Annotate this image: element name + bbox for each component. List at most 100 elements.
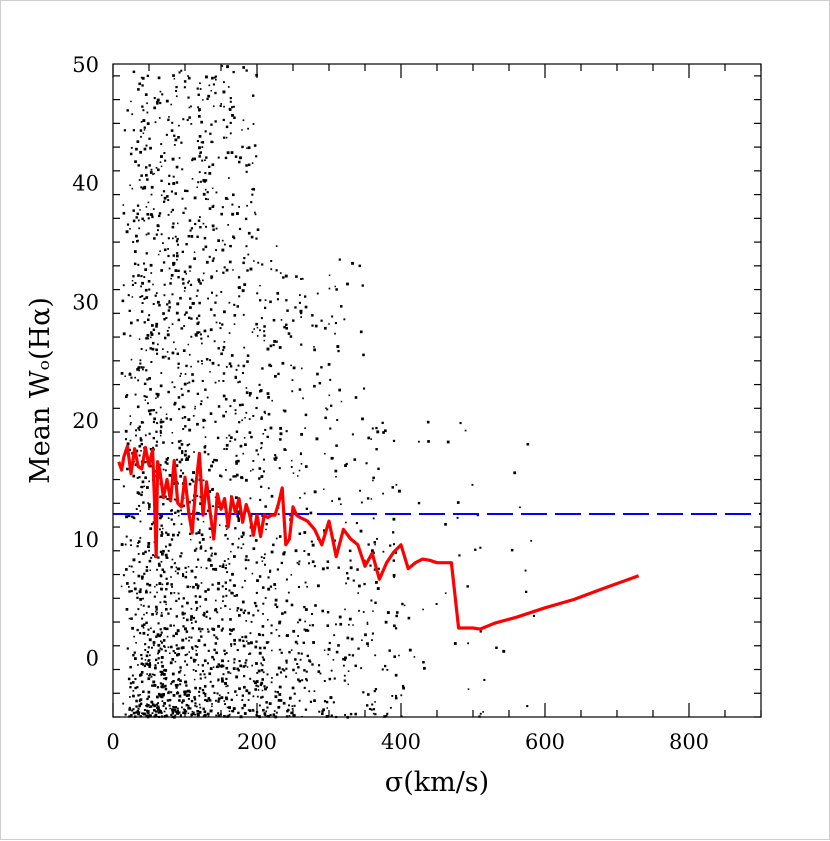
scatter-point: [137, 239, 139, 242]
scatter-point: [324, 452, 326, 455]
scatter-point: [348, 617, 352, 621]
scatter-point: [212, 568, 215, 571]
scatter-point: [245, 478, 248, 482]
scatter-point: [133, 517, 136, 520]
scatter-point: [229, 440, 232, 443]
scatter-point: [165, 588, 168, 591]
scatter-point: [187, 697, 190, 700]
scatter-point: [258, 651, 262, 655]
scatter-point: [161, 664, 164, 668]
scatter-point: [244, 567, 247, 570]
scatter-point: [147, 318, 150, 321]
scatter-point: [179, 474, 183, 478]
scatter-point: [188, 265, 192, 269]
scatter-point: [124, 543, 127, 546]
scatter-point: [191, 646, 194, 649]
scatter-point: [160, 233, 163, 236]
scatter-point: [175, 181, 179, 184]
scatter-point: [275, 245, 278, 247]
scatter-point: [166, 635, 169, 638]
scatter-point: [312, 641, 315, 644]
scatter-point: [177, 318, 181, 322]
scatter-point: [183, 453, 187, 457]
scatter-point: [140, 671, 144, 674]
scatter-point: [165, 603, 167, 606]
scatter-point: [327, 653, 329, 656]
scatter-point: [155, 583, 158, 586]
scatter-point: [210, 277, 213, 280]
scatter-point: [157, 662, 159, 664]
scatter-point: [222, 563, 225, 566]
scatter-point: [163, 196, 167, 200]
scatter-point: [252, 709, 255, 712]
y-tick-label: 40: [72, 172, 99, 196]
scatter-point: [157, 657, 160, 660]
scatter-point: [183, 406, 186, 409]
scatter-point: [146, 710, 150, 714]
scatter-point: [146, 703, 148, 706]
scatter-point: [232, 584, 236, 587]
scatter-point: [288, 704, 290, 707]
scatter-point: [184, 575, 188, 579]
scatter-point: [229, 245, 231, 247]
scatter-point: [259, 390, 262, 393]
scatter-point: [155, 658, 158, 661]
scatter-point: [167, 646, 170, 649]
scatter-point: [263, 339, 265, 342]
scatter-point: [324, 416, 327, 420]
scatter-point: [156, 102, 159, 105]
scatter-point: [361, 639, 363, 641]
scatter-point: [238, 206, 240, 208]
scatter-point: [141, 663, 145, 666]
scatter-point: [152, 173, 154, 176]
scatter-point: [143, 485, 146, 488]
scatter-point: [178, 124, 180, 127]
scatter-point: [235, 460, 238, 463]
scatter-point: [235, 496, 238, 500]
scatter-point: [197, 710, 200, 712]
scatter-point: [149, 146, 152, 150]
scatter-point: [306, 585, 308, 588]
scatter-point: [147, 704, 150, 707]
scatter-point: [159, 514, 161, 516]
scatter-point: [165, 556, 169, 559]
scatter-point: [195, 705, 198, 708]
scatter-point: [128, 590, 131, 593]
scatter-point: [224, 156, 228, 160]
scatter-point: [156, 611, 159, 614]
scatter-point: [221, 206, 224, 209]
scatter-point: [194, 407, 196, 410]
scatter-point: [247, 611, 250, 615]
scatter-point: [261, 664, 264, 667]
scatter-point: [137, 379, 140, 382]
scatter-point: [231, 709, 235, 713]
scatter-point: [179, 439, 182, 442]
scatter-point: [174, 570, 177, 573]
scatter-point: [135, 216, 138, 219]
scatter-point: [331, 500, 333, 502]
scatter-point: [157, 562, 161, 566]
scatter-point: [198, 108, 201, 111]
scatter-point: [189, 707, 192, 710]
scatter-point: [147, 232, 150, 235]
scatter-point: [176, 509, 180, 513]
scatter-point: [163, 294, 166, 297]
scatter-point: [183, 692, 187, 695]
scatter-point: [179, 555, 182, 558]
scatter-point: [194, 705, 196, 707]
scatter-point: [151, 215, 154, 219]
scatter-point: [245, 391, 249, 394]
scatter-point: [263, 685, 266, 688]
scatter-point: [349, 559, 352, 562]
scatter-point: [150, 213, 153, 216]
scatter-point: [227, 198, 229, 200]
scatter-point: [222, 673, 225, 676]
scatter-point: [269, 713, 272, 716]
scatter-point: [247, 642, 250, 645]
scatter-point: [254, 211, 256, 214]
scatter-point: [266, 435, 269, 439]
scatter-point: [142, 119, 146, 122]
scatter-point: [204, 172, 207, 175]
scatter-point: [266, 347, 270, 351]
